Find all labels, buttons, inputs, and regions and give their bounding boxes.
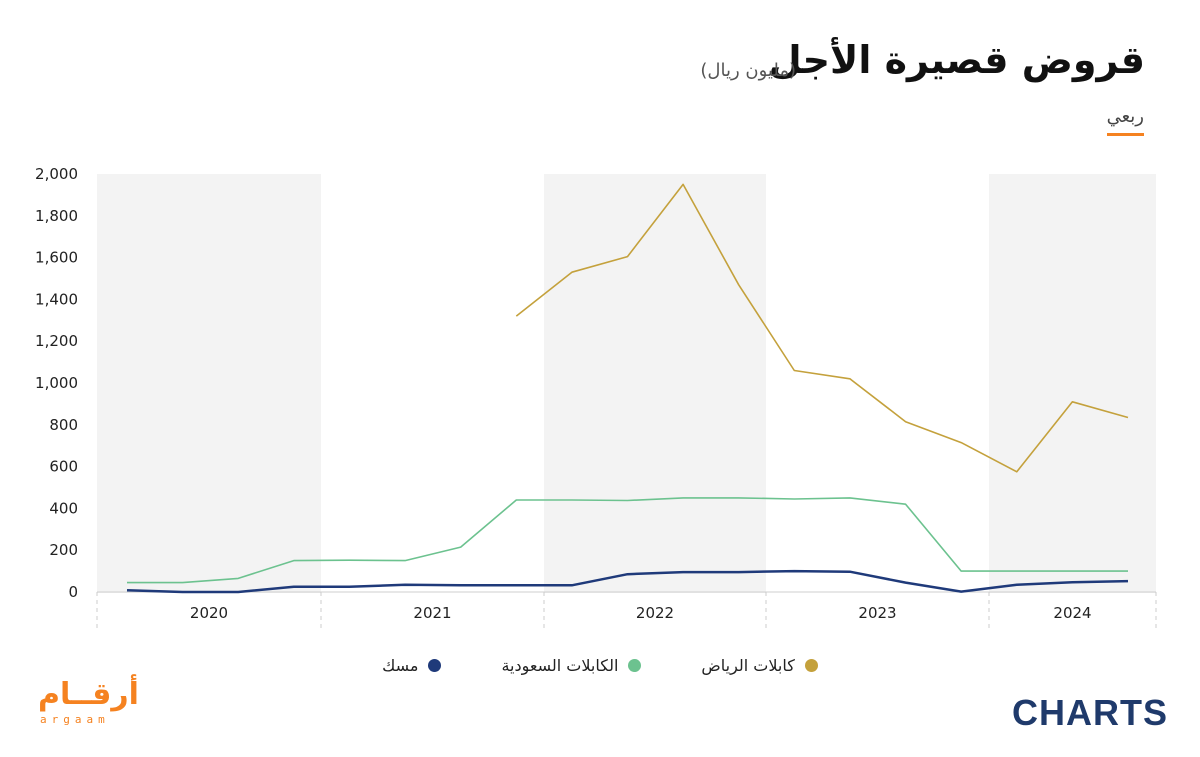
y-tick-label: 1,400 — [35, 290, 78, 308]
legend-label-saudi: الكابلات السعودية — [501, 656, 619, 675]
page-title: قروض قصيرة الأجل — [768, 38, 1145, 82]
argaam-logo-ar: أرقــام — [38, 677, 139, 712]
tab-quarterly[interactable]: ربعي — [1106, 106, 1144, 136]
y-tick-label: 2,000 — [35, 165, 78, 183]
y-tick-label: 400 — [49, 499, 78, 517]
legend-dot-riyadh — [804, 659, 818, 672]
legend-item-riyadh[interactable]: كابلات الرياض — [701, 656, 818, 675]
page-subtitle: (مليون ريال) — [700, 60, 796, 81]
legend: كابلات الرياض الكابلات السعودية مسك — [0, 656, 1200, 675]
y-tick-label: 0 — [68, 583, 78, 601]
legend-label-mask: مسك — [382, 656, 419, 675]
y-tick-label: 800 — [49, 416, 78, 434]
y-tick-label: 1,800 — [35, 207, 78, 225]
charts-logo: CHARTS — [1012, 692, 1168, 733]
legend-dot-saudi — [628, 659, 642, 672]
x-tick-label: 2021 — [413, 604, 451, 622]
x-tick-label: 2024 — [1053, 604, 1091, 622]
series-line-mask — [126, 569, 1129, 594]
y-tick-label: 1,000 — [35, 374, 78, 392]
y-tick-label: 600 — [49, 458, 78, 476]
year-band — [544, 174, 766, 593]
x-tick-label: 2023 — [858, 604, 896, 622]
series-line-saudi — [127, 497, 1128, 584]
legend-label-riyadh: كابلات الرياض — [701, 656, 795, 675]
argaam-logo-en: argaam — [40, 713, 110, 726]
legend-dot-mask — [428, 659, 442, 672]
legend-item-mask[interactable]: مسك — [382, 656, 442, 675]
series-line-riyadh — [515, 183, 1129, 473]
year-band — [97, 174, 321, 593]
argaam-logo: أرقــام argaam — [38, 677, 148, 727]
y-tick-label: 1,600 — [35, 249, 78, 267]
y-tick-label: 200 — [49, 541, 78, 559]
year-band — [989, 174, 1156, 593]
x-tick-label: 2022 — [636, 604, 674, 622]
x-tick-label: 2020 — [190, 604, 228, 622]
legend-item-saudi[interactable]: الكابلات السعودية — [501, 656, 642, 675]
y-tick-label: 1,200 — [35, 332, 78, 350]
